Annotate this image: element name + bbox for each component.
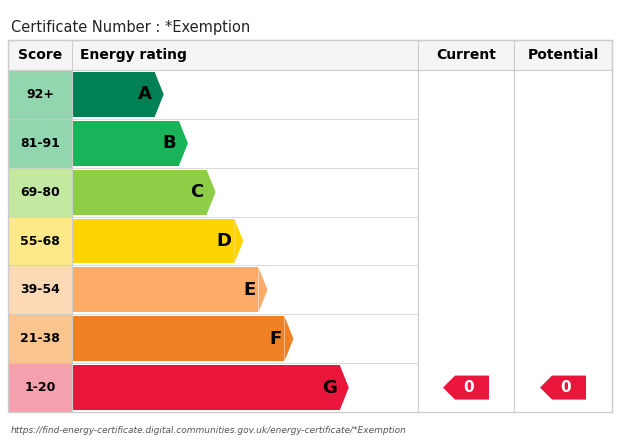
- Bar: [8, 265, 72, 314]
- Bar: [8, 40, 72, 70]
- Text: 21-38: 21-38: [20, 332, 60, 345]
- Text: 81-91: 81-91: [20, 137, 60, 150]
- Text: Score: Score: [18, 48, 62, 62]
- Text: Current: Current: [436, 48, 496, 62]
- Text: 55-68: 55-68: [20, 235, 60, 247]
- Text: E: E: [243, 281, 255, 299]
- Text: 69-80: 69-80: [20, 186, 60, 198]
- Bar: [8, 314, 72, 363]
- Bar: [8, 40, 612, 412]
- Text: C: C: [190, 183, 203, 201]
- Bar: [72, 219, 234, 264]
- Bar: [8, 168, 72, 216]
- Text: B: B: [162, 134, 176, 152]
- Bar: [8, 216, 72, 265]
- Text: 0: 0: [560, 380, 571, 395]
- Polygon shape: [234, 219, 243, 264]
- Polygon shape: [259, 268, 267, 312]
- Bar: [72, 365, 340, 410]
- Text: 1-20: 1-20: [24, 381, 56, 394]
- Polygon shape: [179, 121, 188, 166]
- Text: 92+: 92+: [26, 88, 54, 101]
- Text: D: D: [216, 232, 231, 250]
- Bar: [8, 363, 72, 412]
- Text: https://find-energy-certificate.digital.communities.gov.uk/energy-certificate/*E: https://find-energy-certificate.digital.…: [11, 426, 407, 435]
- Text: Certificate Number : *Exemption: Certificate Number : *Exemption: [11, 20, 250, 35]
- Bar: [72, 121, 179, 166]
- Text: F: F: [269, 330, 281, 348]
- Text: Energy rating: Energy rating: [80, 48, 187, 62]
- Text: G: G: [322, 378, 337, 396]
- Text: Potential: Potential: [528, 48, 599, 62]
- Bar: [72, 72, 155, 117]
- Bar: [72, 268, 259, 312]
- Text: 0: 0: [464, 380, 474, 395]
- Polygon shape: [540, 376, 586, 400]
- Bar: [8, 119, 72, 168]
- Text: 39-54: 39-54: [20, 283, 60, 297]
- Polygon shape: [443, 376, 489, 400]
- Polygon shape: [206, 170, 216, 215]
- Bar: [72, 316, 285, 361]
- Bar: [8, 70, 72, 119]
- Bar: [514, 40, 612, 70]
- Text: A: A: [138, 85, 152, 103]
- Polygon shape: [340, 365, 349, 410]
- Polygon shape: [285, 316, 293, 361]
- Polygon shape: [155, 72, 164, 117]
- Bar: [72, 170, 206, 215]
- Bar: [418, 40, 514, 70]
- Bar: [72, 40, 418, 70]
